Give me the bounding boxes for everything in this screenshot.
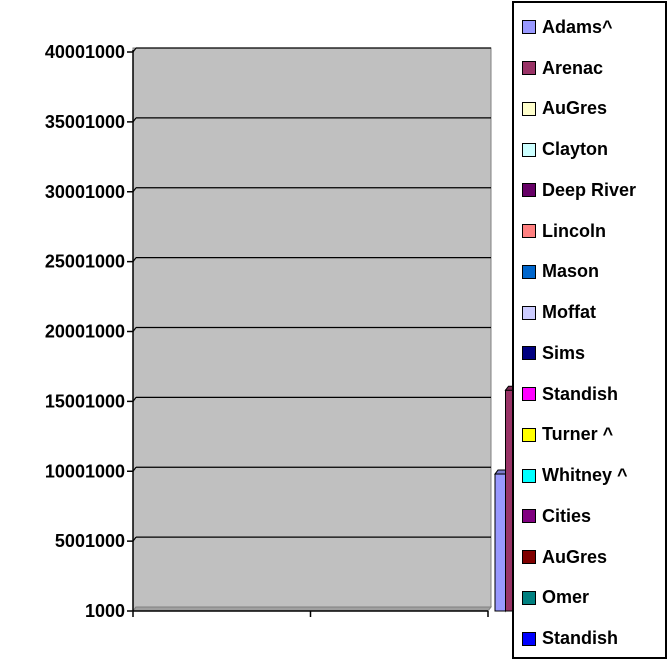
legend-label: Clayton	[542, 139, 609, 160]
y-tick-label: 20001000	[45, 322, 125, 342]
legend-item: Cities	[522, 505, 591, 527]
legend-swatch	[522, 264, 536, 279]
y-tick-label: 5001000	[55, 531, 125, 551]
legend-label: AuGres	[542, 98, 608, 119]
plot-area	[132, 47, 492, 613]
y-tick-label: 35001000	[45, 112, 125, 132]
legend-swatch	[522, 346, 536, 361]
legend-swatch	[522, 224, 536, 239]
legend-swatch	[522, 427, 536, 442]
legend-swatch	[522, 305, 536, 320]
legend-swatch	[522, 631, 536, 646]
legend-item: Turner ^	[522, 424, 613, 446]
legend-swatch	[522, 387, 536, 402]
legend-item: Omer	[522, 587, 589, 609]
legend-item: Lincoln	[522, 220, 606, 242]
legend-item: AuGres	[522, 546, 607, 568]
legend-swatch	[522, 101, 536, 116]
y-tick-label: 15001000	[45, 391, 125, 411]
legend-label: Standish	[542, 383, 619, 404]
y-axis-ticks: 40001000 35001000 30001000 25001000 20001000…	[45, 42, 133, 621]
legend-swatch	[522, 468, 536, 483]
legend-item: Sims	[522, 342, 585, 364]
legend-label: Standish	[542, 628, 619, 649]
legend-label: Turner ^	[542, 424, 614, 445]
y-tick-label: 30001000	[45, 182, 125, 202]
legend-label: Mason	[542, 261, 600, 282]
legend-item: Moffat	[522, 302, 596, 324]
legend-item: Arenac	[522, 57, 603, 79]
legend-item: Deep River	[522, 179, 636, 201]
legend-swatch	[522, 20, 536, 35]
legend: Adams^ Arenac AuGres Clayton Deep River Linco…	[512, 1, 667, 659]
bar	[504, 385, 512, 612]
legend-swatch	[522, 61, 536, 76]
legend-label: Adams^	[542, 16, 613, 37]
legend-item: Mason	[522, 261, 599, 283]
bar-chart: 40001000 35001000 30001000 25001000 20001000…	[45, 42, 512, 621]
legend-item: Standish	[522, 383, 618, 405]
legend-item: Whitney ^	[522, 465, 628, 487]
legend-label: AuGres	[542, 546, 608, 567]
legend-item: Standish	[522, 628, 618, 650]
legend-label: Sims	[542, 342, 586, 363]
legend-label: Cities	[542, 505, 592, 526]
legend-label: Arenac	[542, 57, 604, 78]
legend-item: Clayton	[522, 139, 608, 161]
legend-label: Whitney ^	[542, 465, 628, 486]
legend-swatch	[522, 142, 536, 157]
legend-label: Lincoln	[542, 220, 606, 241]
legend-label: Omer	[542, 587, 590, 608]
y-tick-label: 10001000	[45, 461, 125, 481]
legend-item: Adams^	[522, 16, 613, 38]
legend-label: Deep River	[542, 179, 637, 200]
y-tick-label: 1000	[85, 601, 125, 621]
bars	[494, 385, 512, 613]
plot-background	[132, 47, 492, 613]
y-tick-label: 40001000	[45, 42, 125, 62]
legend-label: Moffat	[542, 302, 596, 323]
y-tick-label: 25001000	[45, 252, 125, 272]
legend-swatch	[522, 550, 536, 565]
axes	[132, 50, 489, 617]
legend-swatch	[522, 183, 536, 198]
legend-swatch	[522, 509, 536, 524]
legend-swatch	[522, 590, 536, 605]
legend-item: AuGres	[522, 98, 607, 120]
